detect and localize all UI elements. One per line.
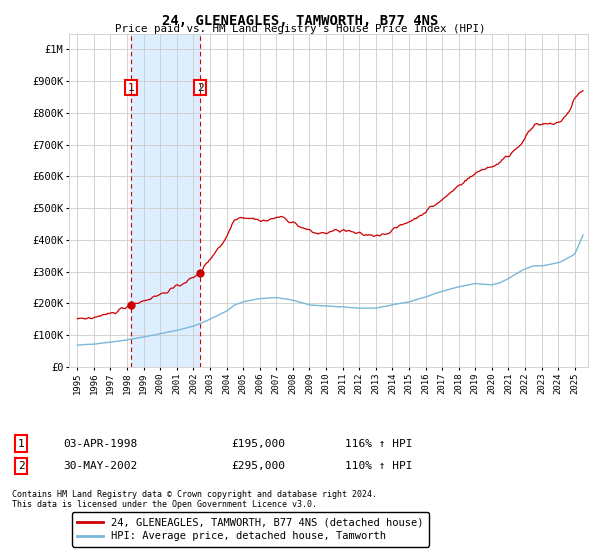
Text: 30-MAY-2002: 30-MAY-2002 xyxy=(63,461,137,471)
Text: Price paid vs. HM Land Registry's House Price Index (HPI): Price paid vs. HM Land Registry's House … xyxy=(115,24,485,34)
Text: £195,000: £195,000 xyxy=(231,438,285,449)
Legend: 24, GLENEAGLES, TAMWORTH, B77 4NS (detached house), HPI: Average price, detached: 24, GLENEAGLES, TAMWORTH, B77 4NS (detac… xyxy=(71,512,429,547)
Text: 24, GLENEAGLES, TAMWORTH, B77 4NS: 24, GLENEAGLES, TAMWORTH, B77 4NS xyxy=(162,14,438,28)
Text: 1: 1 xyxy=(17,438,25,449)
Text: 110% ↑ HPI: 110% ↑ HPI xyxy=(345,461,413,471)
Text: This data is licensed under the Open Government Licence v3.0.: This data is licensed under the Open Gov… xyxy=(12,500,317,508)
Text: Contains HM Land Registry data © Crown copyright and database right 2024.: Contains HM Land Registry data © Crown c… xyxy=(12,490,377,499)
Bar xyxy=(131,34,200,367)
Text: 2: 2 xyxy=(17,461,25,471)
Text: 03-APR-1998: 03-APR-1998 xyxy=(63,438,137,449)
Text: 116% ↑ HPI: 116% ↑ HPI xyxy=(345,438,413,449)
Text: 1: 1 xyxy=(128,82,134,92)
Text: £295,000: £295,000 xyxy=(231,461,285,471)
Text: 2: 2 xyxy=(197,82,204,92)
